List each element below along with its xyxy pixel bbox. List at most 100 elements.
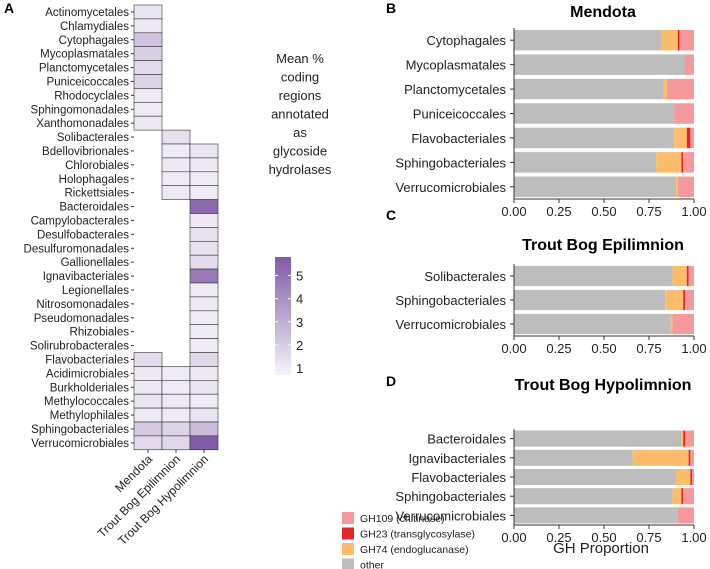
bar-segment-sphingobacteriales-other <box>514 152 657 173</box>
bar-label-mycoplasmatales: Mycoplasmatales <box>406 58 507 73</box>
heatmap-row-label-puniceicoccales: Puniceicoccales <box>47 76 130 88</box>
legend-label-other: other <box>360 560 384 569</box>
bar-segment-sphingobacteriales-other <box>514 488 673 505</box>
heatmap-row-label-burkholderiales: Burkholderiales <box>50 382 130 394</box>
heatmap-cell-nitrosomonadales-trout-bog-hypolimnion <box>189 296 219 312</box>
heatmap-cell-holophagales-trout-bog-epilimnion <box>161 171 191 187</box>
heatmap-legend-title-line: coding <box>281 70 319 85</box>
x-tick-label: 1.00 <box>681 204 706 219</box>
bar-segment-planctomycetales-other <box>514 78 664 100</box>
heatmap-row-label-actinomycetales: Actinomycetales <box>45 7 129 19</box>
heatmap-cell-burkholderiales-trout-bog-epilimnion <box>161 379 191 395</box>
bar-label-planctomycetales: Planctomycetales <box>404 82 506 97</box>
bar-segment-solibacterales-other <box>514 265 673 287</box>
heatmap-cell-mycoplasmatales-mendota <box>133 46 163 61</box>
heatmap-cell-desulfobacterales-trout-bog-hypolimnion <box>189 227 219 242</box>
bar-segment-cytophagales-other <box>514 29 662 51</box>
legend-swatch-other <box>342 558 354 569</box>
panel-letter-d: D <box>386 373 396 389</box>
heatmap-row-label-planctomycetales: Planctomycetales <box>39 63 129 75</box>
heatmap-cell-xanthomonadales-mendota <box>133 115 163 131</box>
heatmap-cell-rickettsiales-trout-bog-epilimnion <box>161 185 191 200</box>
bar-segment-sphingobacteriales-gh74-endoglucanase <box>656 152 682 173</box>
x-tick-label: 0.00 <box>501 204 526 219</box>
bar-label-verrucomicrobiales: Verrucomicrobiales <box>395 180 506 195</box>
bar-segment-flavobacteriales-gh23-transglycosylase <box>686 127 691 149</box>
heatmap-legend: Mean % coding regions annotated as glycoside h… <box>269 51 332 376</box>
heatmap-cell-solirubrobacterales-trout-bog-hypolimnion <box>189 338 219 353</box>
heatmap-row-label-flavobacteriales: Flavobacteriales <box>45 354 129 366</box>
bar-segment-verrucomicrobiales-other <box>514 313 671 335</box>
legend-swatch-gh74 <box>342 543 354 555</box>
heatmap-row-label-solibacterales: Solibacterales <box>57 132 129 144</box>
heatmap-cell-bdellovibrionales-trout-bog-epilimnion <box>161 143 191 159</box>
heatmap-cell-acidimicrobiales-mendota <box>133 366 163 381</box>
heatmap-cell-chlorobiales-trout-bog-epilimnion <box>161 157 191 173</box>
bar-segment-sphingobacteriales-gh74-endoglucanase <box>665 289 684 311</box>
heatmap-cell-pseudomonadales-trout-bog-hypolimnion <box>189 310 219 325</box>
bar-segment-planctomycetales-gh109-chitinase <box>667 78 694 100</box>
heatmap-row-label-sphingomonadales: Sphingomonadales <box>31 104 130 116</box>
colorbar-tick-label: 1 <box>296 361 303 376</box>
bar-segment-planctomycetales-gh74-endoglucanase <box>663 78 667 100</box>
heatmap-row-label-chlorobiales: Chlorobiales <box>65 160 129 172</box>
heatmap-cell-methylophilales-trout-bog-hypolimnion <box>189 407 219 423</box>
heatmap-cell-rhizobiales-trout-bog-hypolimnion <box>189 324 219 339</box>
bar-segment-flavobacteriales-other <box>514 127 675 149</box>
heatmap-cell-methylophilales-trout-bog-epilimnion <box>161 407 191 423</box>
heatmap-cell-flavobacteriales-mendota <box>133 352 163 367</box>
heatmap-row-label-rhodocyclales: Rhodocyclales <box>54 90 129 102</box>
heatmap-row-label-bdellovibrionales: Bdellovibrionales <box>42 146 129 158</box>
panel-letter-b: B <box>386 0 396 16</box>
stacked-bar-panel-trout-bog-hypolimnion: Trout Bog Hypolimnion Bacteroidales Ignavi… <box>395 377 706 545</box>
bar-segment-verrucomicrobiales-gh109-chitinase <box>672 313 694 335</box>
heatmap-cell-bdellovibrionales-trout-bog-hypolimnion <box>189 143 219 159</box>
bar-segment-verrucomicrobiales-gh74-endoglucanase <box>676 176 678 198</box>
bar-label-solibacterales: Solibacterales <box>424 269 506 284</box>
bar-segment-bacteroidales-other <box>514 430 682 447</box>
panel-title-trout-bog-hypolimnion: Trout Bog Hypolimnion <box>515 377 692 394</box>
heatmap-row-label-cytophagales: Cytophagales <box>59 35 130 47</box>
bar-segment-sphingobacteriales-other <box>514 289 666 311</box>
bar-label-verrucomicrobiales: Verrucomicrobiales <box>395 317 506 332</box>
heatmap-cell-sphingobacteriales-mendota <box>133 421 163 437</box>
heatmap-row-label-desulfobacterales: Desulfobacterales <box>37 229 129 241</box>
x-tick-label: 1.00 <box>681 341 706 356</box>
heatmap-cell-acidimicrobiales-trout-bog-epilimnion <box>161 366 191 381</box>
bar-segment-puniceicoccales-other <box>514 103 675 124</box>
bar-segment-mycoplasmatales-other <box>514 54 685 75</box>
x-axis-label: GH Proportion <box>553 540 649 557</box>
heatmap-cell-rhodocyclales-mendota <box>133 88 163 103</box>
bar-segment-verrucomicrobiales-other <box>514 507 678 524</box>
heatmap-row-label-pseudomonadales: Pseudomonadales <box>34 313 130 325</box>
heatmap-colorbar <box>275 257 291 375</box>
bar-segment-solibacterales-gh109-chitinase <box>688 265 694 287</box>
x-tick-label: 0.75 <box>636 341 661 356</box>
bar-label-flavobacteriales: Flavobacteriales <box>411 131 506 146</box>
heatmap-panel: Actinomycetales Chlamydiales Cytophagales M… <box>24 4 219 548</box>
bar-label-flavobacteriales: Flavobacteriales <box>411 470 506 485</box>
heatmap-cell-chlamydiales-mendota <box>133 18 163 34</box>
x-tick-label: 0.25 <box>546 341 571 356</box>
heatmap-cell-bacteroidales-trout-bog-hypolimnion <box>189 199 219 214</box>
heatmap-row-label-legionellales: Legionellales <box>62 285 129 297</box>
heatmap-cell-methylophilales-mendota <box>133 407 163 423</box>
colorbar-tick-label: 4 <box>296 292 303 307</box>
bar-label-ignavibacteriales: Ignavibacteriales <box>408 451 506 466</box>
bar-segment-flavobacteriales-gh109-chitinase <box>690 127 694 149</box>
x-tick-label: 0.75 <box>636 204 661 219</box>
legend-swatch-gh109 <box>342 512 354 524</box>
heatmap-cell-desulfuromonadales-trout-bog-hypolimnion <box>189 241 219 256</box>
bar-segment-solibacterales-gh74-endoglucanase <box>672 265 687 287</box>
bar-segment-bacteroidales-gh74-endoglucanase <box>681 430 684 447</box>
bar-label-sphingobacteriales: Sphingobacteriales <box>395 155 506 170</box>
legend-swatch-gh23 <box>342 527 354 540</box>
bar-segment-ignavibacteriales-other <box>514 449 633 466</box>
bar-segment-verrucomicrobiales-gh74-endoglucanase <box>670 313 673 335</box>
heatmap-row-label-campylobacterales: Campylobacterales <box>31 215 130 227</box>
heatmap-cell-legionellales-trout-bog-hypolimnion <box>189 282 219 298</box>
bar-segment-puniceicoccales-gh109-chitinase <box>674 103 694 124</box>
heatmap-cell-methylococcales-mendota <box>133 393 163 409</box>
heatmap-row-label-nitrosomonadales: Nitrosomonadales <box>36 299 129 311</box>
x-tick-label: 0.50 <box>591 204 616 219</box>
